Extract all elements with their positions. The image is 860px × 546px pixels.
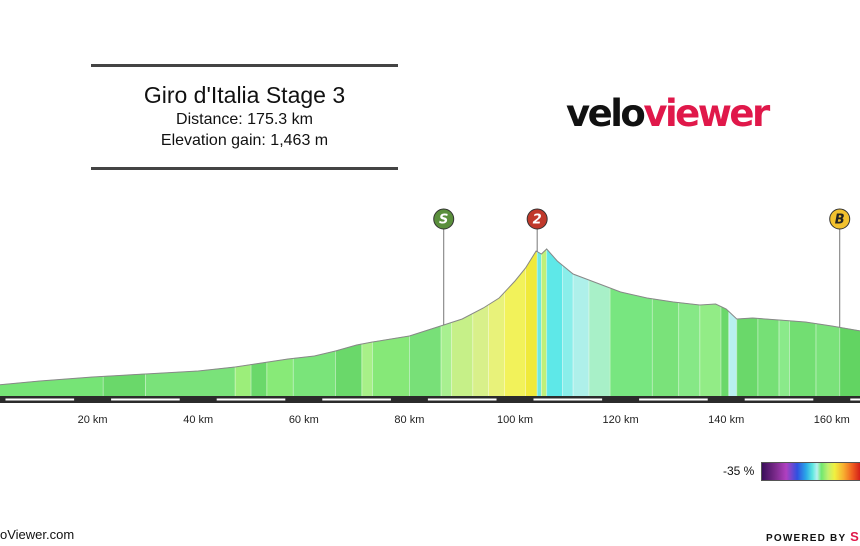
marker-symbol-1: 2 [533, 213, 542, 228]
marker-badge-1 [526, 208, 548, 230]
gradient-segment-25 [678, 302, 701, 397]
logo-viewer: viewer [643, 92, 770, 135]
gradient-segment-8 [361, 341, 373, 397]
gradient-segment-21 [572, 273, 590, 397]
gradient-segment-4 [250, 361, 268, 397]
powered-by-text: POWERED BY [765, 533, 847, 544]
gradient-segment-26 [699, 303, 722, 397]
title-rule-bottom [91, 167, 398, 170]
powered-by-label: POWERED BY S [766, 529, 860, 544]
gradient-color-bar [761, 462, 860, 481]
gradient-segment-32 [789, 320, 817, 397]
gradient-segment-19 [546, 248, 563, 397]
climb-markers: S 2 B [433, 208, 851, 328]
gradient-segment-0 [0, 376, 104, 397]
gradient-segment-16 [525, 250, 538, 397]
gradient-segment-7 [335, 343, 363, 397]
gradient-segment-28 [728, 310, 738, 397]
gradient-segment-11 [440, 322, 452, 397]
gradient-segment-33 [815, 323, 841, 397]
marker-badge-0 [433, 208, 455, 230]
stage-title: Giro d'Italia Stage 3 [143, 82, 346, 108]
logo-velo: velo [566, 92, 646, 135]
x-tick-label: 80 km [394, 414, 424, 426]
gradient-segment-5 [266, 358, 294, 397]
marker-symbol-2: B [835, 213, 845, 228]
gradient-segment-1 [102, 373, 146, 397]
stage-info-box: Giro d'Italia Stage 3 Distance: 175.3 km… [91, 64, 398, 170]
gradient-segment-23 [609, 287, 653, 397]
stage-distance: Distance: 175.3 km [176, 111, 313, 128]
legend-min-label: -35 % [723, 464, 755, 478]
gradient-segment-15 [504, 267, 526, 397]
x-tick-label: 20 km [78, 414, 108, 426]
gradient-segment-13 [472, 304, 489, 397]
gradient-segment-10 [409, 325, 442, 397]
x-axis: 20 km 40 km 60 km 80 km 100 km 120 km 140 km 16… [0, 396, 860, 426]
footer-site-link[interactable]: oViewer.com [0, 527, 75, 542]
stage-elevation-gain: Elevation gain: 1,463 m [160, 132, 329, 149]
x-tick-label: 40 km [183, 414, 213, 426]
gradient-segment-14 [488, 291, 505, 397]
gradient-segment-29 [736, 317, 759, 397]
gradient-segment-3 [234, 364, 252, 397]
x-tick-label: 60 km [289, 414, 319, 426]
x-tick-label: 140 km [708, 414, 744, 426]
x-tick-label: 100 km [497, 414, 533, 426]
gradient-segment-22 [588, 279, 611, 397]
gradient-segment-9 [372, 335, 410, 397]
gradient-segment-17 [536, 251, 542, 397]
profile-segments [0, 248, 860, 397]
x-tick-label: 120 km [603, 414, 639, 426]
veloviewer-logo: veloviewer [566, 92, 776, 142]
gradient-segment-18 [541, 248, 547, 397]
gradient-segment-12 [451, 313, 474, 397]
marker-symbol-0: S [439, 213, 448, 228]
marker-badge-2 [829, 208, 851, 230]
gradient-segment-20 [562, 264, 574, 397]
gradient-segment-27 [720, 306, 730, 397]
gradient-segment-34 [839, 327, 860, 397]
profile-outline [0, 248, 860, 386]
x-tick-label: 160 km [814, 414, 850, 426]
gradient-segment-24 [651, 298, 679, 397]
title-rule-top [91, 64, 398, 67]
gradient-segment-30 [757, 318, 780, 397]
powered-by-mark: S [850, 529, 860, 544]
gradient-segment-31 [778, 319, 790, 397]
